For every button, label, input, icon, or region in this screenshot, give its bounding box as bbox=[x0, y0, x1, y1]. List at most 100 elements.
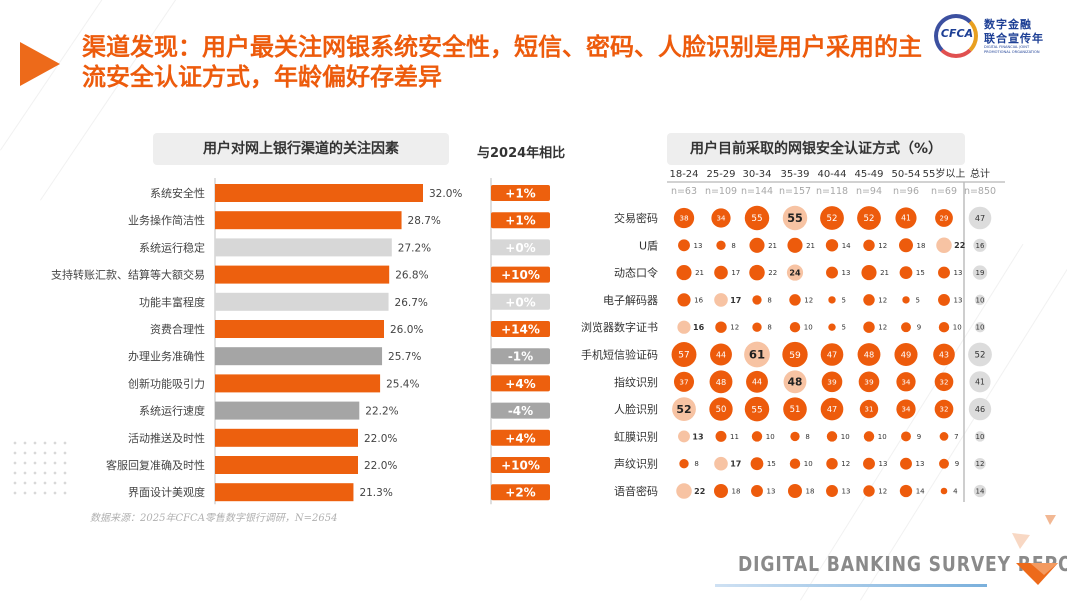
bubble bbox=[744, 341, 770, 368]
bubble bbox=[782, 341, 808, 368]
bubble bbox=[863, 431, 875, 442]
bubble bbox=[787, 483, 803, 499]
bar-category-label: 支持转账汇款、结算等大额交易 bbox=[51, 268, 205, 282]
bubble-value-label: 37 bbox=[679, 377, 688, 386]
bubble-value-label: 57 bbox=[678, 351, 689, 361]
bubble-value-label: 38 bbox=[679, 214, 689, 223]
bubble-value-label: 29 bbox=[940, 215, 949, 223]
compare-badge bbox=[491, 293, 550, 310]
bubble-value-label: 49 bbox=[901, 349, 912, 359]
bar bbox=[215, 428, 358, 447]
bubble-value-label: 52 bbox=[864, 214, 875, 224]
sample-size-label: n=144 bbox=[741, 186, 773, 197]
bubble-value-label: 44 bbox=[752, 378, 762, 387]
bubble bbox=[973, 238, 987, 252]
bar bbox=[215, 238, 392, 257]
bubble bbox=[752, 322, 762, 332]
bubble-value-label: 13 bbox=[953, 296, 962, 304]
bubble-value-label: 61 bbox=[749, 348, 765, 362]
bubble bbox=[716, 240, 726, 250]
bubble bbox=[679, 459, 689, 469]
bubble bbox=[714, 293, 728, 307]
bubble-value-label: 12 bbox=[976, 460, 985, 468]
bubble-value-label: 22 bbox=[954, 241, 965, 250]
compare-badge-label: +1% bbox=[505, 187, 535, 201]
auth-method-label: 虹膜识别 bbox=[614, 430, 658, 443]
compare-badge-label: +14% bbox=[501, 323, 540, 337]
bubble bbox=[828, 323, 836, 331]
logo-line-3: DIGITAL FINANCIAL JOINT PROMOTIONAL ORGA… bbox=[984, 45, 1040, 54]
sample-size-label: n=118 bbox=[816, 186, 848, 197]
bar-category-label: 活动推送及时性 bbox=[128, 431, 205, 445]
auth-method-label: 指纹识别 bbox=[614, 375, 658, 389]
bubble-value-label: 11 bbox=[730, 433, 739, 441]
bar bbox=[215, 456, 358, 474]
compare-badge bbox=[491, 402, 550, 419]
bubble-value-label: 12 bbox=[878, 324, 887, 332]
sample-size-label: n=157 bbox=[779, 186, 811, 197]
bubble-value-label: 52 bbox=[975, 351, 986, 361]
bubble bbox=[751, 431, 763, 442]
bubble bbox=[938, 321, 950, 333]
compare-badge bbox=[491, 185, 550, 201]
bubble-value-label: 34 bbox=[717, 215, 726, 223]
bubble-value-label: 50 bbox=[716, 404, 727, 414]
bubble-value-label: 41 bbox=[901, 214, 911, 223]
bubble bbox=[936, 237, 952, 254]
bubble bbox=[710, 343, 732, 366]
page-title: 渠道发现：用户最关注网银系统安全性，短信、密码、人脸识别是用户采用的主流安全认证… bbox=[82, 33, 922, 91]
bubble bbox=[715, 430, 727, 442]
sample-size-label: n=94 bbox=[856, 186, 882, 197]
bubble bbox=[826, 431, 838, 442]
bubble bbox=[896, 372, 916, 392]
bubble bbox=[744, 396, 770, 422]
bubble bbox=[676, 265, 692, 281]
bubble bbox=[786, 264, 804, 281]
bar-category-label: 资费合理性 bbox=[150, 322, 205, 336]
bubble bbox=[676, 483, 692, 499]
compare-badge bbox=[491, 239, 550, 256]
bubble-value-label: 12 bbox=[804, 296, 813, 304]
bubble-value-label: 39 bbox=[864, 377, 874, 386]
bubble-value-label: 51 bbox=[790, 404, 801, 414]
bubble bbox=[863, 321, 875, 333]
bubble-value-label: 18 bbox=[806, 488, 815, 496]
bubble-value-label: 10 bbox=[804, 460, 813, 468]
auth-method-label: 声纹识别 bbox=[614, 457, 658, 471]
bubble bbox=[821, 371, 843, 393]
bubble bbox=[782, 205, 808, 231]
bubble bbox=[898, 238, 914, 253]
bubble-value-label: 16 bbox=[694, 296, 703, 304]
bubble bbox=[968, 206, 992, 230]
bubble-value-label: 55 bbox=[751, 405, 762, 415]
bar bbox=[215, 401, 360, 420]
compare-badge-label: +2% bbox=[505, 486, 535, 500]
bubble-value-label: 5 bbox=[841, 324, 845, 332]
compare-badge bbox=[491, 375, 550, 392]
auth-method-label: U盾 bbox=[639, 239, 658, 252]
bubble bbox=[935, 209, 953, 227]
compare-badge-label: +1% bbox=[505, 214, 535, 228]
compare-badge bbox=[491, 484, 550, 501]
bar-category-label: 系统运行稳定 bbox=[139, 240, 205, 254]
compare-badge-label: +0% bbox=[505, 295, 535, 309]
bubble bbox=[789, 458, 801, 469]
bubble-value-label: 10 bbox=[841, 433, 850, 441]
bubble bbox=[974, 294, 986, 306]
bubble-value-label: 17 bbox=[730, 296, 741, 305]
bubble-value-label: 10 bbox=[976, 433, 985, 441]
bubble bbox=[825, 239, 839, 252]
bubble bbox=[972, 265, 988, 280]
bubble bbox=[933, 343, 955, 366]
bubble bbox=[746, 370, 768, 393]
bubble bbox=[934, 399, 954, 419]
bubble-value-label: 15 bbox=[767, 460, 776, 468]
bubble bbox=[828, 296, 836, 304]
cfca-logo: CFCA 数字金融 联合宣传年 DIGITAL FINANCIAL JOINT … bbox=[934, 14, 1049, 58]
compare-badge-label: -1% bbox=[508, 350, 533, 364]
bubble-value-label: 44 bbox=[716, 350, 726, 359]
column-header: 40-44 bbox=[817, 169, 846, 180]
bar-value-label: 32.0% bbox=[429, 188, 462, 200]
bar-category-label: 客服回复准确及时性 bbox=[106, 458, 205, 472]
bar-category-label: 系统安全性 bbox=[150, 186, 205, 200]
